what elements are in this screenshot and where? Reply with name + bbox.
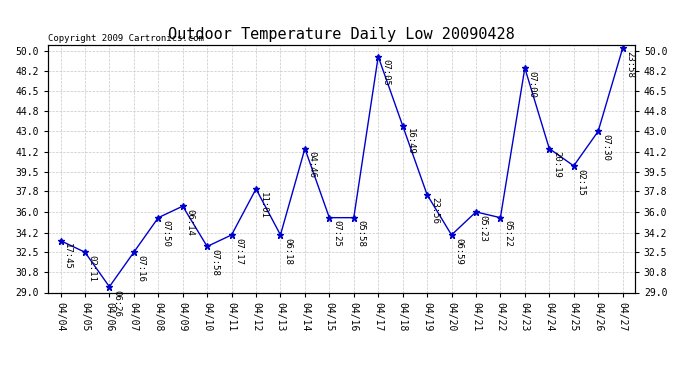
Text: Copyright 2009 Cartronics.com: Copyright 2009 Cartronics.com xyxy=(48,33,204,42)
Text: 07:50: 07:50 xyxy=(161,220,170,248)
Title: Outdoor Temperature Daily Low 20090428: Outdoor Temperature Daily Low 20090428 xyxy=(168,27,515,42)
Text: 06:14: 06:14 xyxy=(186,209,195,236)
Text: 07:00: 07:00 xyxy=(528,71,537,98)
Text: 07:05: 07:05 xyxy=(381,59,390,86)
Text: 04:46: 04:46 xyxy=(308,152,317,178)
Text: 05:23: 05:23 xyxy=(479,215,488,242)
Text: 05:22: 05:22 xyxy=(503,220,512,248)
Text: 23:56: 23:56 xyxy=(430,197,439,224)
Text: 05:58: 05:58 xyxy=(357,220,366,248)
Text: 07:58: 07:58 xyxy=(210,249,219,276)
Text: 06:59: 06:59 xyxy=(454,238,463,265)
Text: 11:01: 11:01 xyxy=(259,192,268,219)
Text: 07:17: 07:17 xyxy=(235,238,244,265)
Text: 17:45: 17:45 xyxy=(63,243,72,270)
Text: 06:26: 06:26 xyxy=(112,290,121,316)
Text: 07:25: 07:25 xyxy=(332,220,341,248)
Text: 02:11: 02:11 xyxy=(88,255,97,282)
Text: 23:58: 23:58 xyxy=(625,51,634,78)
Text: 20:19: 20:19 xyxy=(552,152,561,178)
Text: 16:49: 16:49 xyxy=(406,128,415,155)
Text: 07:30: 07:30 xyxy=(601,134,610,161)
Text: 07:16: 07:16 xyxy=(137,255,146,282)
Text: 02:15: 02:15 xyxy=(576,169,586,195)
Text: 06:18: 06:18 xyxy=(283,238,293,265)
